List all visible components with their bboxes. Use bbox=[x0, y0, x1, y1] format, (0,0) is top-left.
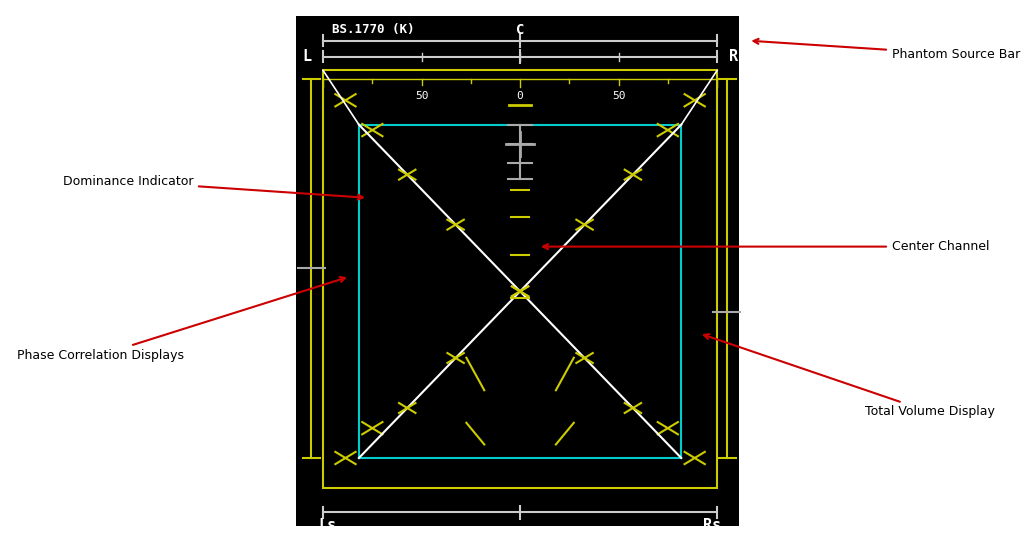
Text: Rs: Rs bbox=[703, 518, 722, 533]
Text: L: L bbox=[302, 49, 311, 64]
Text: Center Channel: Center Channel bbox=[543, 240, 989, 253]
Bar bbox=[296, 16, 739, 526]
Text: Ls: Ls bbox=[318, 518, 337, 533]
Bar bbox=[358, 125, 681, 458]
Text: BS.1770 (K): BS.1770 (K) bbox=[332, 23, 415, 36]
Text: Phantom Source Bar: Phantom Source Bar bbox=[754, 39, 1020, 61]
Text: 50: 50 bbox=[611, 92, 626, 101]
Text: C: C bbox=[516, 23, 524, 37]
Text: 50: 50 bbox=[415, 92, 428, 101]
Text: 0: 0 bbox=[517, 92, 523, 101]
Text: Phase Correlation Displays: Phase Correlation Displays bbox=[17, 277, 345, 362]
Text: R: R bbox=[729, 49, 737, 64]
Bar bbox=[324, 70, 717, 488]
Text: Total Volume Display: Total Volume Display bbox=[705, 334, 994, 418]
Text: Dominance Indicator: Dominance Indicator bbox=[62, 175, 362, 199]
